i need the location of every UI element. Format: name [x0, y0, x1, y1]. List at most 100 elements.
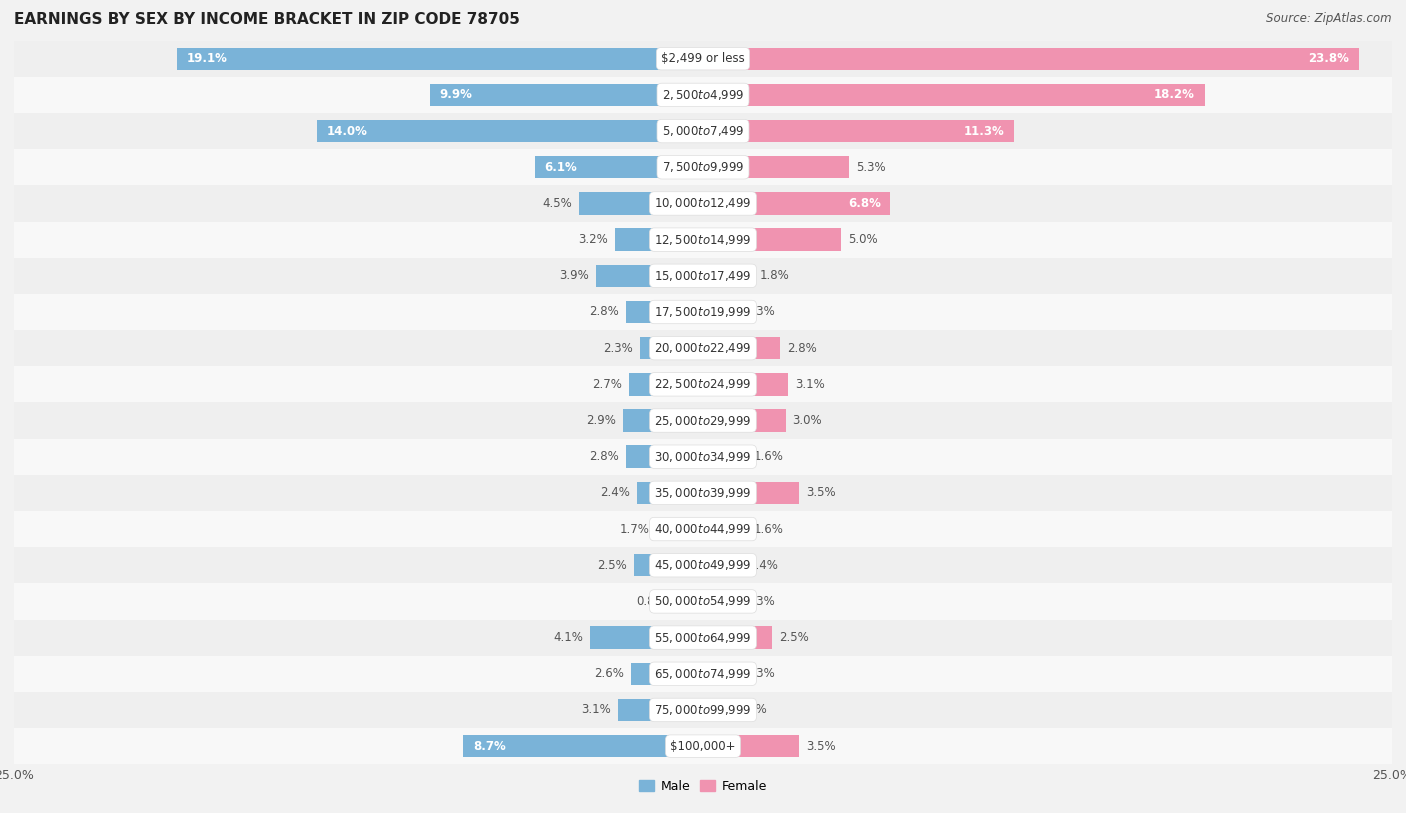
Text: Source: ZipAtlas.com: Source: ZipAtlas.com [1267, 12, 1392, 25]
Text: 8.7%: 8.7% [472, 740, 506, 753]
Bar [703, 373, 789, 396]
Text: 1.6%: 1.6% [754, 450, 785, 463]
Text: 4.1%: 4.1% [553, 631, 583, 644]
Text: $15,000 to $17,499: $15,000 to $17,499 [654, 269, 752, 283]
Bar [614, 228, 703, 251]
Bar [703, 120, 1014, 142]
Text: $22,500 to $24,999: $22,500 to $24,999 [654, 377, 752, 391]
Bar [703, 301, 738, 324]
Text: $30,000 to $34,999: $30,000 to $34,999 [654, 450, 752, 463]
Bar [430, 84, 703, 107]
Text: $2,500 to $4,999: $2,500 to $4,999 [662, 88, 744, 102]
Bar [617, 698, 703, 721]
Bar [177, 47, 703, 70]
Text: $25,000 to $29,999: $25,000 to $29,999 [654, 414, 752, 428]
Text: 1.3%: 1.3% [745, 595, 776, 608]
Text: 0.81%: 0.81% [637, 595, 673, 608]
Bar [14, 330, 1392, 366]
Text: 1.4%: 1.4% [748, 559, 779, 572]
Text: 2.5%: 2.5% [779, 631, 808, 644]
Text: 2.8%: 2.8% [589, 450, 619, 463]
Bar [14, 584, 1392, 620]
Bar [14, 366, 1392, 402]
Bar [703, 663, 738, 685]
Text: 2.9%: 2.9% [586, 414, 616, 427]
Text: 1.8%: 1.8% [759, 269, 789, 282]
Bar [703, 481, 800, 504]
Bar [579, 192, 703, 215]
Bar [14, 77, 1392, 113]
Text: 1.6%: 1.6% [754, 523, 785, 536]
Text: 6.1%: 6.1% [544, 161, 578, 174]
Text: 2.6%: 2.6% [595, 667, 624, 680]
Text: $75,000 to $99,999: $75,000 to $99,999 [654, 703, 752, 717]
Text: 6.8%: 6.8% [848, 197, 880, 210]
Bar [14, 222, 1392, 258]
Text: 3.1%: 3.1% [796, 378, 825, 391]
Bar [14, 185, 1392, 221]
Bar [623, 409, 703, 432]
Text: $20,000 to $22,499: $20,000 to $22,499 [654, 341, 752, 355]
Bar [463, 735, 703, 758]
Text: 19.1%: 19.1% [186, 52, 228, 65]
Bar [14, 402, 1392, 439]
Bar [703, 409, 786, 432]
Bar [703, 264, 752, 287]
Bar [703, 337, 780, 359]
Bar [14, 294, 1392, 330]
Text: 9.9%: 9.9% [440, 89, 472, 102]
Text: $5,000 to $7,499: $5,000 to $7,499 [662, 124, 744, 138]
Text: $100,000+: $100,000+ [671, 740, 735, 753]
Bar [318, 120, 703, 142]
Bar [703, 590, 738, 613]
Text: $10,000 to $12,499: $10,000 to $12,499 [654, 197, 752, 211]
Text: 1.3%: 1.3% [745, 306, 776, 319]
Bar [703, 156, 849, 179]
Bar [703, 228, 841, 251]
Bar [626, 446, 703, 468]
Bar [703, 735, 800, 758]
Text: $45,000 to $49,999: $45,000 to $49,999 [654, 559, 752, 572]
Bar [628, 373, 703, 396]
Bar [703, 626, 772, 649]
Text: 2.5%: 2.5% [598, 559, 627, 572]
Bar [703, 518, 747, 541]
Text: $2,499 or less: $2,499 or less [661, 52, 745, 65]
Legend: Male, Female: Male, Female [634, 775, 772, 798]
Bar [681, 590, 703, 613]
Text: 14.0%: 14.0% [326, 124, 368, 137]
Text: EARNINGS BY SEX BY INCOME BRACKET IN ZIP CODE 78705: EARNINGS BY SEX BY INCOME BRACKET IN ZIP… [14, 12, 520, 27]
Text: $12,500 to $14,999: $12,500 to $14,999 [654, 233, 752, 246]
Bar [703, 47, 1358, 70]
Text: 4.5%: 4.5% [543, 197, 572, 210]
Text: 1.7%: 1.7% [620, 523, 650, 536]
Text: 3.9%: 3.9% [560, 269, 589, 282]
Bar [703, 446, 747, 468]
Bar [703, 554, 741, 576]
Text: 1.3%: 1.3% [745, 667, 776, 680]
Bar [14, 655, 1392, 692]
Bar [534, 156, 703, 179]
Text: 2.3%: 2.3% [603, 341, 633, 354]
Bar [14, 692, 1392, 728]
Text: $40,000 to $44,999: $40,000 to $44,999 [654, 522, 752, 536]
Bar [640, 337, 703, 359]
Text: 3.0%: 3.0% [793, 414, 823, 427]
Text: $17,500 to $19,999: $17,500 to $19,999 [654, 305, 752, 319]
Text: 2.4%: 2.4% [600, 486, 630, 499]
Text: $55,000 to $64,999: $55,000 to $64,999 [654, 631, 752, 645]
Text: 2.8%: 2.8% [589, 306, 619, 319]
Bar [657, 518, 703, 541]
Text: 3.5%: 3.5% [807, 486, 837, 499]
Bar [631, 663, 703, 685]
Text: 1.0%: 1.0% [738, 703, 768, 716]
Text: 5.3%: 5.3% [856, 161, 886, 174]
Bar [703, 698, 731, 721]
Text: $50,000 to $54,999: $50,000 to $54,999 [654, 594, 752, 608]
Bar [14, 728, 1392, 764]
Bar [14, 150, 1392, 185]
Bar [703, 84, 1205, 107]
Bar [14, 439, 1392, 475]
Text: $65,000 to $74,999: $65,000 to $74,999 [654, 667, 752, 680]
Bar [14, 475, 1392, 511]
